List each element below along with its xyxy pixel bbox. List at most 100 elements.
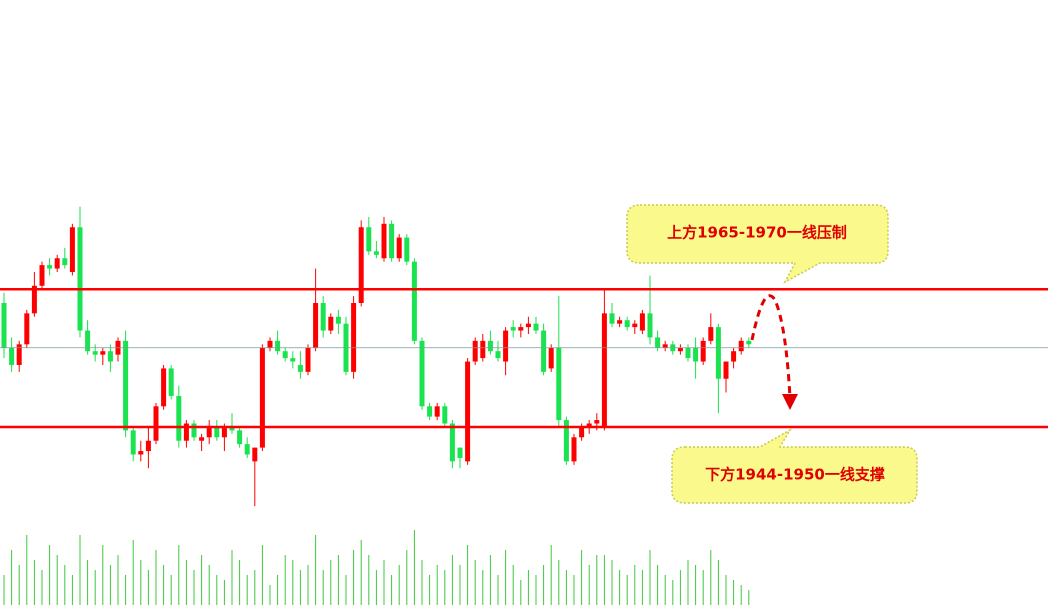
candle-body [472,340,478,362]
candle-body [708,327,714,341]
candle-body [335,316,341,324]
candle-body [313,303,319,348]
candle-body [237,430,243,445]
candle-body [503,330,509,362]
candle-body [297,364,303,372]
candle-body [465,361,471,462]
candle-body [624,320,630,328]
candle-body [221,426,227,438]
candle-body [700,340,706,362]
candle-body [138,451,144,455]
candle-body [123,340,129,431]
candle-body [92,351,98,355]
candle-body [275,340,281,352]
candle-body [85,330,91,352]
candle-body [525,323,531,328]
candle-body [738,340,744,352]
candle-body [16,344,22,365]
candle-body [571,437,577,462]
candle-body [328,316,334,331]
candle-body [62,258,68,266]
candle-body [617,320,623,324]
candle-body [130,430,136,455]
candle-body [381,223,387,259]
candle-body [31,285,37,314]
candle-body [685,347,691,359]
candle-body [206,426,212,438]
candle-body [594,420,600,424]
candle-body [457,447,463,458]
candle-body [723,361,729,379]
candle-body [556,347,562,421]
candle-body [662,344,668,348]
candle-body [411,261,417,341]
candle-body [434,406,440,417]
candle-body [214,426,220,438]
candle-body [9,347,15,365]
candle-body [259,347,265,448]
candle-body [252,447,258,462]
candle-body [632,323,638,328]
candle-body [290,358,296,362]
candle-body [601,313,607,427]
candle-body [24,313,30,345]
candle-body [77,227,83,331]
candle-body [693,347,699,362]
candle-body [609,313,615,324]
candle-body [282,351,288,359]
candle-body [442,406,448,424]
candle-body [358,227,364,303]
candle-body [449,423,455,462]
candle-body [176,395,182,441]
arrow-head [782,394,798,410]
candle-body [199,437,205,441]
candle-body [487,340,493,352]
candle-body [389,223,395,259]
candle-body [563,420,569,462]
candle-body [267,340,273,348]
callout-text: 上方1965-1970一线压制 [667,224,847,242]
candle-body [715,327,721,379]
candle-body [495,351,501,359]
candle-body [366,227,372,252]
plot-area [0,206,1048,605]
candle-body [586,423,592,427]
candle-body [639,313,645,331]
candle-body [533,323,539,331]
candle-body [480,340,486,359]
callout-text: 下方1944-1950一线支撑 [705,466,885,484]
candle-body [579,426,585,438]
candle-body [518,327,524,331]
candle-body [548,347,554,369]
forecast-arrow [750,294,798,410]
candle-body [191,423,197,438]
candle-body [145,440,151,452]
candle-body [677,347,683,352]
candle-body [183,423,189,441]
candle-body [168,368,174,396]
candle-body [47,265,53,269]
candle-body [647,313,653,338]
candle-body [746,340,752,345]
candle-body [229,426,235,431]
candle-body [404,237,410,262]
candle-body [161,368,167,407]
candle-body [419,340,425,407]
candle-body [1,303,7,348]
candle-body [510,327,516,331]
candle-body [320,303,326,331]
candle-body [305,347,311,372]
callout-box [671,427,918,504]
candle-body [541,330,547,372]
candle-body [244,444,250,455]
candle-body [351,303,357,372]
candle-body [54,258,60,269]
candle-body [655,337,661,348]
candle-body [39,265,45,286]
candle-body [100,351,106,355]
forecast-path [750,294,792,399]
candle-body [153,406,159,441]
candle-body [731,351,737,362]
candle-body [373,251,379,255]
